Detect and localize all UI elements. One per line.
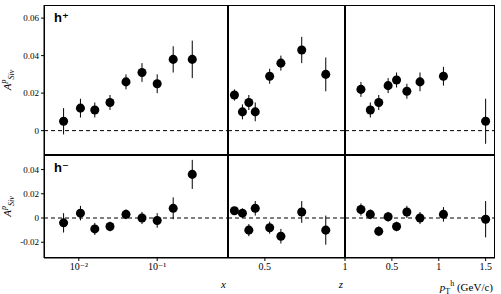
svg-text:10⁻²: 10⁻² [70,261,88,272]
svg-text:1.5: 1.5 [479,261,492,272]
svg-text:-0.02: -0.02 [20,237,39,247]
svg-text:1: 1 [436,261,441,272]
svg-text:0.04: 0.04 [23,165,39,175]
svg-text:0: 0 [35,213,40,223]
svg-text:0.06: 0.06 [23,13,39,23]
svg-text:0: 0 [35,126,40,136]
svg-text:10⁻¹: 10⁻¹ [148,261,166,272]
svg-text:0.5: 0.5 [259,261,272,272]
svg-text:0.02: 0.02 [23,189,39,199]
svg-text:0.02: 0.02 [23,88,39,98]
svg-text:0.5: 0.5 [386,261,399,272]
svg-text:ApSiv: ApSiv [8,196,16,218]
svg-text:0.04: 0.04 [23,51,39,61]
svg-text:1: 1 [343,261,348,272]
svg-text:ApSiv: ApSiv [8,69,16,91]
